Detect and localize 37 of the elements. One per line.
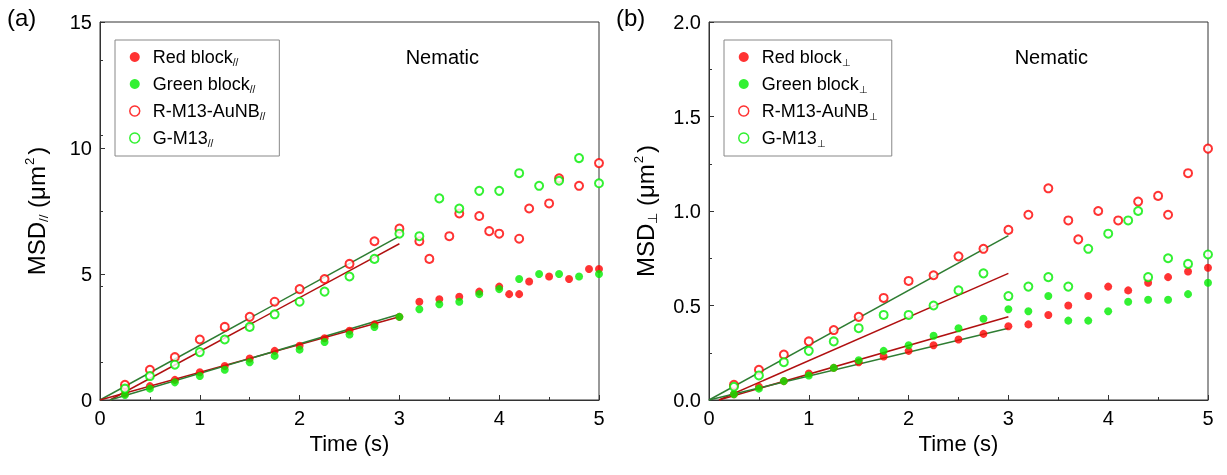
- y-axis-title: MSD// (μm2): [21, 146, 51, 276]
- y-tick-label: 5: [80, 263, 92, 285]
- x-tick-label: 4: [1102, 407, 1114, 429]
- legend-label: Red block⊥: [761, 47, 851, 68]
- y-tick-label: 0: [80, 389, 92, 411]
- x-tick-label: 0: [703, 407, 715, 429]
- y-axis-title: MSD⊥ (μm2): [630, 144, 660, 278]
- annotation: Nematic: [405, 46, 480, 68]
- x-tick-label: 1: [803, 407, 815, 429]
- legend-label: Green block//: [152, 74, 256, 95]
- x-tick-label: 2: [294, 407, 306, 429]
- chart-title: (a): [7, 3, 37, 31]
- y-tick-label: 2.0: [673, 11, 701, 33]
- y-tick-label: 0.5: [673, 294, 701, 317]
- chart-title: (b): [616, 3, 646, 31]
- y-tick-label: 1.5: [673, 105, 701, 128]
- x-tick-label: 1: [194, 407, 206, 429]
- x-tick-label: 0: [94, 407, 106, 429]
- legend-label: R-M13-AuNB⊥: [761, 101, 878, 122]
- legend-label: Red block//: [152, 47, 239, 68]
- y-tick-label: 1.0: [673, 200, 701, 222]
- x-tick-label: 5: [593, 407, 605, 429]
- y-tick-label: 10: [69, 137, 92, 159]
- y-tick-label: 15: [69, 11, 92, 33]
- x-tick-label: 5: [1202, 407, 1214, 429]
- x-tick-label: 3: [393, 407, 405, 429]
- x-axis-title: Time (s): [918, 431, 999, 457]
- annotation: Nematic: [1014, 46, 1089, 68]
- legend-label: G-M13⊥: [761, 128, 826, 149]
- x-tick-label: 3: [1002, 407, 1014, 429]
- y-tick-label: 0.0: [673, 389, 701, 411]
- x-tick-label: 4: [493, 407, 505, 429]
- x-axis-title: Time (s): [309, 431, 390, 457]
- x-tick-label: 2: [903, 407, 915, 429]
- legend-label: R-M13-AuNB//: [152, 101, 266, 122]
- legend-label: G-M13//: [152, 128, 214, 149]
- legend-label: Green block⊥: [761, 74, 868, 95]
